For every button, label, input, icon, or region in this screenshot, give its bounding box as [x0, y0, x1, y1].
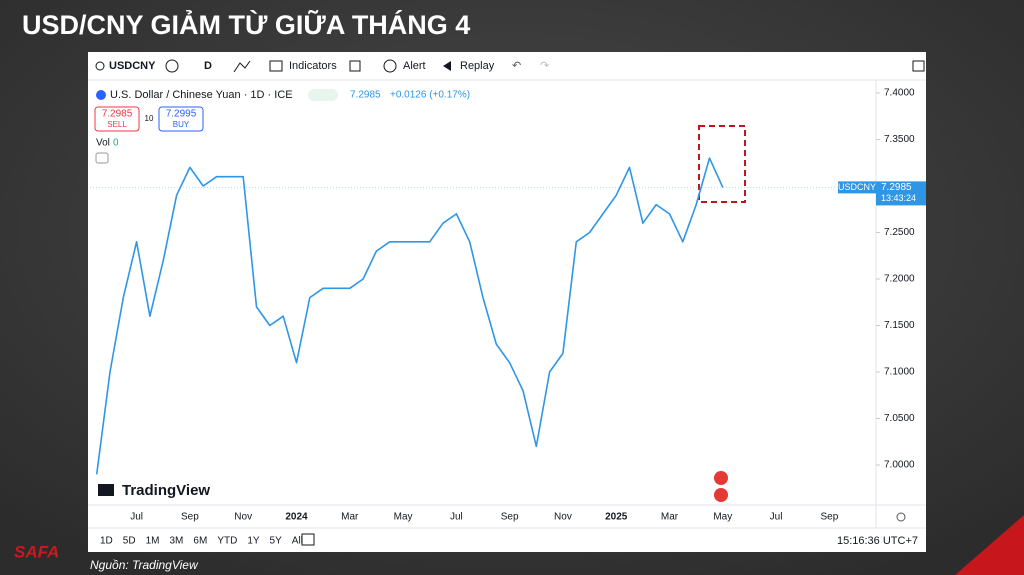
- x-tick-label: Sep: [501, 512, 519, 523]
- legend-last: 7.2985: [350, 90, 381, 101]
- source: Nguồn: TradingView: [90, 558, 199, 572]
- x-tick-label: Jul: [770, 512, 783, 523]
- watermark: TradingView: [122, 482, 210, 499]
- volume-label: Vol: [96, 138, 110, 149]
- symbol[interactable]: USDCNY: [109, 60, 156, 72]
- legend-name: U.S. Dollar / Chinese Yuan · 1D · ICE: [110, 89, 293, 101]
- highlight-box: [698, 125, 746, 203]
- chart-panel: USDCNY D Indicators Alert Replay ↶ ↷ U.S…: [88, 52, 926, 552]
- x-tick-label: Sep: [181, 512, 199, 523]
- y-tick-label: 7.2000: [884, 274, 915, 285]
- volume: 0: [113, 138, 119, 149]
- clock: 15:16:36 UTC+7: [837, 535, 918, 547]
- y-tick-label: 7.0000: [884, 460, 915, 471]
- x-tick-label: May: [394, 512, 413, 523]
- status-badge: [308, 89, 338, 101]
- toolbar-item[interactable]: Alert: [403, 60, 426, 72]
- x-tick-label: Jul: [450, 512, 463, 523]
- x-tick-label: Nov: [554, 512, 572, 523]
- x-tick-label: Nov: [234, 512, 252, 523]
- panel-bg: [88, 52, 926, 552]
- layout-icon[interactable]: [349, 60, 361, 72]
- range-button[interactable]: 1D: [100, 536, 113, 547]
- toolbar-item[interactable]: Replay: [460, 60, 495, 72]
- range-button[interactable]: All: [292, 536, 303, 547]
- range-button[interactable]: 5Y: [270, 536, 283, 547]
- logo: SAFA: [14, 542, 59, 561]
- y-tick-label: 7.3500: [884, 134, 915, 145]
- y-tick-label: 7.1500: [884, 320, 915, 331]
- buy-button[interactable]: [158, 106, 204, 132]
- chart-type-icon[interactable]: [233, 60, 251, 73]
- toolbar-item[interactable]: Indicators: [289, 60, 337, 72]
- symbol-flag: [96, 90, 106, 100]
- sell-button[interactable]: [94, 106, 140, 132]
- slide-title: USD/CNY GIẢM TỪ GIỮA THÁNG 4: [22, 8, 470, 40]
- range-button[interactable]: 6M: [193, 536, 207, 547]
- price-tag-bg: [876, 181, 926, 206]
- buy-label[interactable]: BUY: [173, 120, 190, 129]
- undo[interactable]: ↶: [512, 60, 521, 72]
- watermark-logo: [98, 484, 114, 496]
- indicators-icon[interactable]: [269, 60, 283, 72]
- range-button[interactable]: 5D: [123, 536, 136, 547]
- y-tick-label: 7.4000: [884, 88, 915, 99]
- x-tick-label: Jul: [130, 512, 143, 523]
- fullscreen[interactable]: [912, 60, 925, 72]
- x-tick-label: Mar: [661, 512, 679, 523]
- range-button[interactable]: 3M: [170, 536, 184, 547]
- collapse-legend[interactable]: [95, 152, 109, 164]
- sell-label[interactable]: SELL: [107, 120, 127, 129]
- x-tick-label: 2024: [285, 512, 308, 523]
- buy-price[interactable]: 7.2995: [166, 109, 197, 120]
- settings[interactable]: [896, 512, 906, 522]
- event-flag[interactable]: [714, 488, 728, 502]
- x-tick-label: Mar: [341, 512, 359, 523]
- event-flag[interactable]: [714, 471, 728, 485]
- corner-accent: [955, 515, 1024, 575]
- price-tag-price: 7.2985: [881, 182, 912, 193]
- range-button[interactable]: YTD: [217, 536, 237, 547]
- replay-icon[interactable]: [443, 61, 451, 71]
- legend-change: +0.0126 (+0.17%): [390, 90, 470, 101]
- y-tick-label: 7.2500: [884, 227, 915, 238]
- alert-icon[interactable]: [383, 59, 397, 73]
- price-tag-symbol-bg: [838, 181, 876, 194]
- y-tick-label: 7.0500: [884, 413, 915, 424]
- x-tick-label: 2025: [605, 512, 628, 523]
- price-tag-symbol: USDCNY: [838, 182, 876, 192]
- add-symbol[interactable]: [165, 59, 179, 73]
- y-tick-label: 7.1000: [884, 367, 915, 378]
- spread: 10: [145, 114, 154, 123]
- range-button[interactable]: 1M: [146, 536, 160, 547]
- x-tick-label: May: [713, 512, 732, 523]
- date-range-icon[interactable]: [301, 533, 315, 546]
- sell-price[interactable]: 7.2985: [102, 109, 133, 120]
- interval[interactable]: D: [204, 60, 212, 72]
- range-button[interactable]: 1Y: [247, 536, 260, 547]
- x-tick-label: Sep: [820, 512, 838, 523]
- price-line: [95, 157, 724, 475]
- redo[interactable]: ↷: [540, 60, 549, 72]
- search-icon[interactable]: [95, 61, 105, 71]
- price-tag-countdown: 13:43:24: [881, 193, 916, 203]
